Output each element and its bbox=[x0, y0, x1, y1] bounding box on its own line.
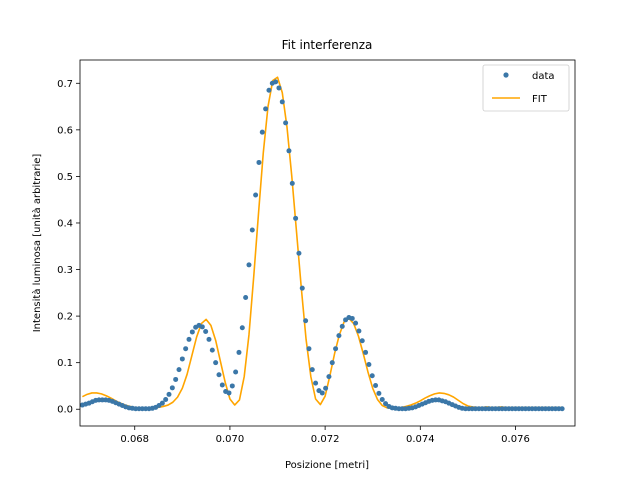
data-point bbox=[373, 382, 379, 388]
chart-title: Fit interferenza bbox=[282, 38, 373, 52]
y-tick-label: 0.5 bbox=[57, 172, 73, 183]
x-tick-label: 0.074 bbox=[406, 434, 435, 445]
x-axis: 0.068 0.070 0.072 0.074 0.076 bbox=[120, 426, 530, 445]
data-point bbox=[253, 192, 259, 198]
data-point bbox=[249, 227, 255, 233]
data-point bbox=[229, 383, 235, 389]
data-point bbox=[359, 338, 365, 344]
data-point bbox=[319, 390, 325, 396]
data-point bbox=[303, 318, 309, 324]
y-tick-label: 0.7 bbox=[57, 79, 73, 90]
axes-frame bbox=[79, 59, 576, 427]
x-tick-label: 0.076 bbox=[501, 434, 530, 445]
x-axis-label: Posizione [metri] bbox=[285, 460, 369, 471]
data-point bbox=[209, 347, 215, 353]
data-point bbox=[336, 333, 342, 339]
legend: data FIT bbox=[482, 64, 570, 112]
data-point bbox=[353, 320, 359, 326]
data-point bbox=[216, 372, 222, 378]
data-point bbox=[306, 346, 312, 352]
data-point bbox=[326, 374, 332, 380]
data-point bbox=[226, 390, 232, 396]
data-point bbox=[333, 346, 339, 352]
y-axis: 0.0 0.1 0.2 0.3 0.4 0.5 0.6 0.7 bbox=[57, 79, 80, 416]
data-point bbox=[176, 367, 182, 373]
y-tick-label: 0.2 bbox=[57, 312, 73, 323]
data-point bbox=[243, 294, 249, 300]
y-axis-label: Intensità luminosa [unità arbitrarie] bbox=[31, 154, 43, 333]
data-point bbox=[236, 349, 242, 355]
legend-data-label: data bbox=[532, 71, 555, 82]
data-point bbox=[283, 120, 289, 126]
data-point bbox=[159, 400, 165, 406]
data-point bbox=[263, 106, 269, 112]
y-tick-label: 0.4 bbox=[57, 218, 73, 229]
data-point bbox=[363, 349, 369, 355]
data-point bbox=[279, 99, 285, 105]
data-point bbox=[366, 362, 372, 368]
data-point bbox=[289, 180, 295, 186]
data-point bbox=[199, 324, 205, 330]
legend-box bbox=[482, 64, 570, 112]
data-point bbox=[189, 329, 195, 335]
data-point bbox=[203, 328, 209, 334]
y-tick-label: 0.0 bbox=[57, 405, 73, 416]
data-point bbox=[349, 315, 355, 321]
data-point bbox=[293, 215, 299, 221]
legend-data-marker bbox=[503, 72, 509, 78]
data-point bbox=[296, 250, 302, 256]
data-point bbox=[379, 396, 385, 402]
x-tick-label: 0.068 bbox=[120, 434, 149, 445]
data-point bbox=[559, 406, 565, 412]
x-tick-label: 0.072 bbox=[311, 434, 340, 445]
y-tick-label: 0.1 bbox=[57, 358, 73, 369]
data-point bbox=[169, 385, 175, 391]
data-point bbox=[213, 360, 219, 366]
data-point bbox=[273, 79, 279, 85]
data-point bbox=[173, 376, 179, 382]
data-point bbox=[206, 336, 212, 342]
data-point bbox=[383, 401, 389, 407]
data-point bbox=[276, 85, 282, 91]
data-point bbox=[376, 390, 382, 396]
data-point bbox=[233, 369, 239, 375]
data-point bbox=[256, 159, 262, 165]
data-point bbox=[266, 87, 272, 93]
data-point bbox=[299, 285, 305, 291]
data-point bbox=[239, 325, 245, 331]
y-tick-label: 0.6 bbox=[57, 125, 73, 136]
data-point bbox=[286, 148, 292, 154]
y-tick-label: 0.3 bbox=[57, 265, 73, 276]
data-point bbox=[339, 323, 345, 329]
data-point bbox=[313, 380, 319, 386]
data-point bbox=[179, 356, 185, 362]
data-point bbox=[369, 373, 375, 379]
data-point bbox=[259, 129, 265, 135]
data-point bbox=[323, 385, 329, 391]
data-point bbox=[356, 328, 362, 334]
legend-fit-label: FIT bbox=[532, 94, 548, 105]
data-point bbox=[329, 360, 335, 366]
data-point bbox=[246, 262, 252, 268]
data-point bbox=[186, 336, 192, 342]
data-series bbox=[79, 79, 565, 412]
data-point bbox=[183, 346, 189, 352]
data-point bbox=[309, 367, 315, 373]
x-tick-label: 0.070 bbox=[216, 434, 245, 445]
data-point bbox=[166, 391, 172, 397]
data-point bbox=[163, 396, 169, 402]
data-point bbox=[219, 382, 225, 388]
